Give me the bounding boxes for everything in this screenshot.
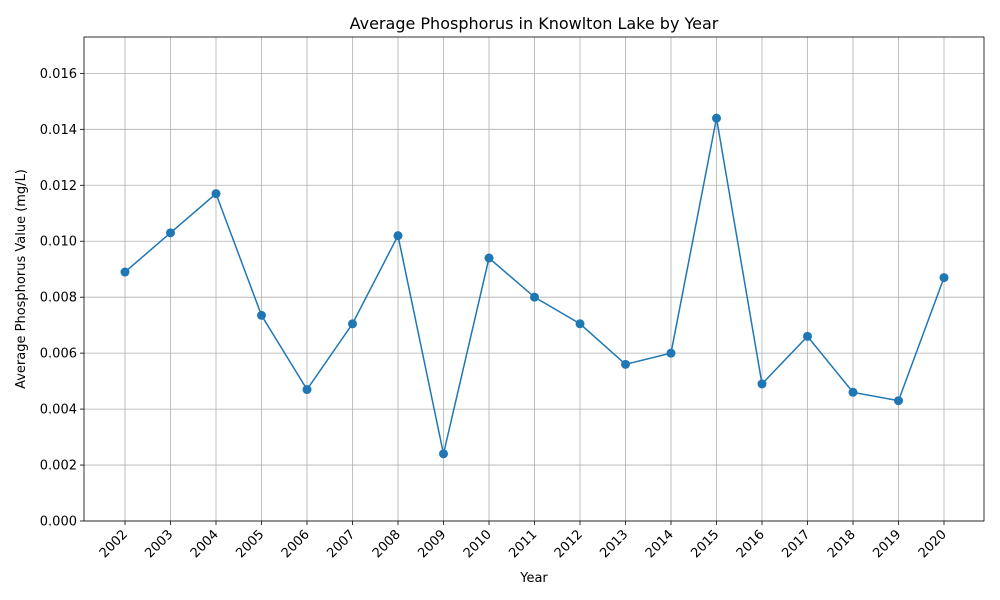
- x-axis-label: Year: [519, 571, 548, 586]
- data-point: [939, 273, 949, 283]
- data-point: [257, 310, 266, 320]
- x-tick-label: 2015: [688, 527, 722, 561]
- y-tick-label: 0.006: [40, 347, 77, 362]
- data-point: [120, 267, 130, 277]
- x-tick-label: 2008: [370, 527, 404, 561]
- data-point: [211, 189, 221, 199]
- data-point: [484, 253, 494, 263]
- x-tick-label: 2020: [916, 527, 950, 561]
- data-point: [757, 379, 767, 389]
- x-tick-label: 2006: [279, 527, 313, 561]
- x-tick-label: 2013: [597, 527, 631, 561]
- y-axis-label: Average Phosphorus Value (mg/L): [14, 169, 29, 389]
- x-tick-label: 2002: [97, 527, 131, 561]
- y-tick-label: 0.008: [40, 291, 77, 306]
- x-tick-label: 2005: [233, 527, 267, 561]
- y-tick-label: 0.010: [40, 235, 77, 250]
- x-tick-label: 2011: [506, 527, 540, 561]
- data-point: [348, 319, 357, 329]
- data-point: [666, 348, 676, 358]
- y-tick-label: 0.012: [40, 179, 77, 194]
- data-point: [621, 359, 630, 369]
- grid-lines: [84, 37, 984, 522]
- y-tick-label: 0.002: [40, 459, 77, 474]
- data-point: [894, 396, 903, 406]
- data-point: [166, 228, 175, 238]
- x-tick-label: 2004: [188, 527, 222, 561]
- data-point: [530, 292, 539, 302]
- x-tick-label: 2014: [643, 527, 677, 561]
- x-tick-label: 2018: [825, 527, 859, 561]
- data-point: [848, 387, 858, 397]
- data-point: [439, 449, 448, 459]
- plot-frame: [83, 36, 985, 522]
- data-point: [712, 113, 721, 123]
- y-tick-labels: 0.000 0.002 0.004 0.006 0.008 0.010 0.012 0.014…: [40, 67, 77, 530]
- data-point: [575, 319, 585, 329]
- x-tick-label: 2019: [870, 527, 904, 561]
- x-tick-label: 2007: [324, 527, 358, 561]
- chart-title: Average Phosphorus in Knowlton Lake by Y…: [350, 14, 719, 33]
- axis-ticks: [80, 72, 945, 525]
- y-tick-label: 0.014: [40, 123, 77, 138]
- x-tick-label: 2012: [552, 527, 586, 561]
- x-tick-label: 2016: [734, 527, 768, 561]
- x-tick-labels: 2002 2003 2004 2005 2006 2007 2008 2009 2010 2011…: [97, 527, 950, 561]
- data-point: [302, 385, 312, 395]
- data-point: [803, 331, 812, 341]
- y-tick-label: 0.016: [40, 67, 77, 82]
- data-point: [393, 231, 403, 241]
- x-tick-label: 2010: [461, 527, 495, 561]
- y-tick-label: 0.000: [40, 515, 77, 530]
- x-tick-label: 2009: [415, 527, 449, 561]
- series-layer: [120, 113, 949, 459]
- x-tick-label: 2017: [779, 527, 813, 561]
- x-tick-label: 2003: [142, 527, 176, 561]
- y-tick-label: 0.004: [40, 403, 77, 418]
